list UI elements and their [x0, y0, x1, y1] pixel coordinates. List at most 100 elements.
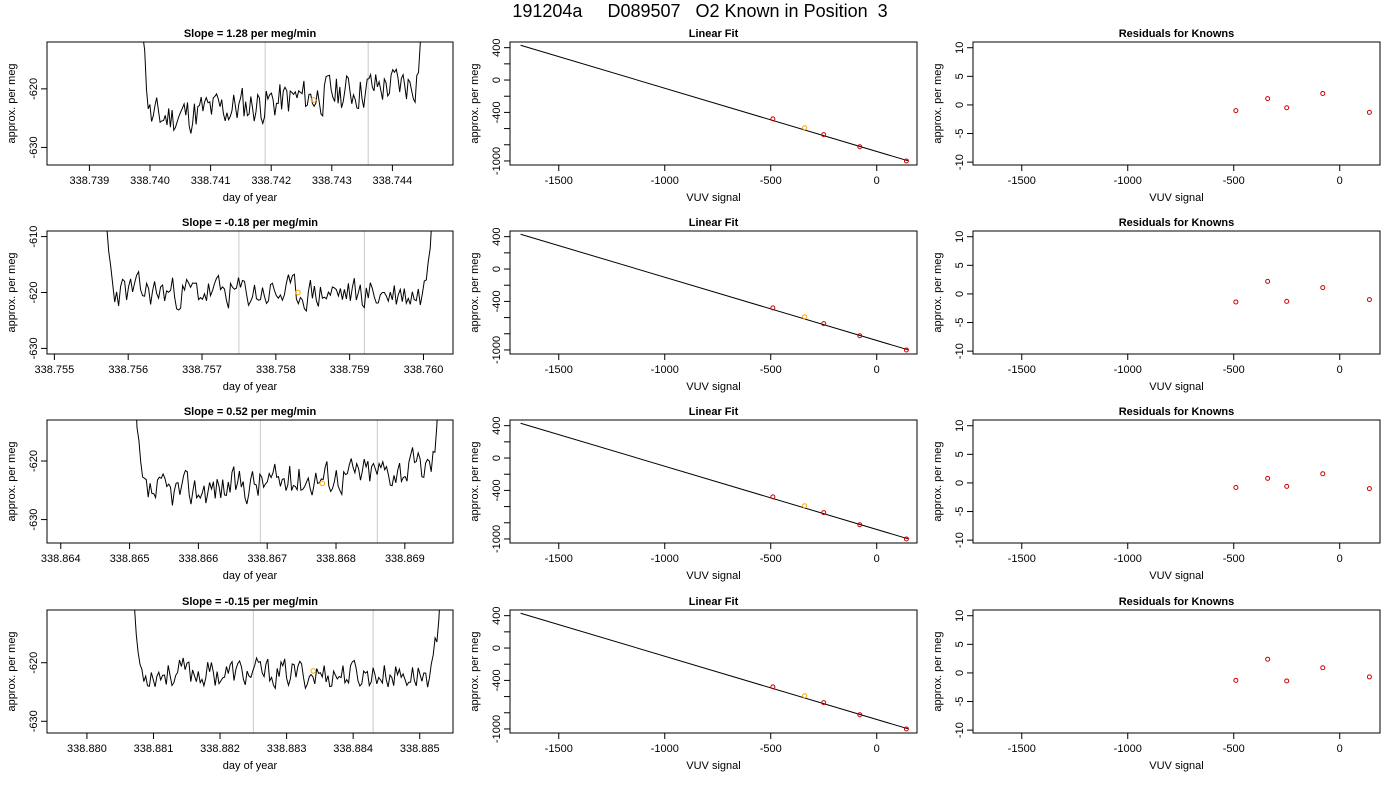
x-tick-label: 338.741: [191, 175, 231, 187]
signal-trace: [106, 231, 432, 313]
x-tick-label: 338.884: [333, 743, 373, 755]
known-point: [821, 321, 827, 327]
y-tick-label: 400: [491, 227, 503, 245]
panel-title: Slope = 1.28 per meg/min: [184, 28, 317, 40]
y-axis-label: approx. per meg: [6, 441, 18, 521]
x-tick-label: -1000: [1114, 364, 1142, 376]
y-tick-label: 10: [954, 420, 966, 432]
x-tick-label: 338.739: [70, 175, 110, 187]
x-axis-label: VUV signal: [686, 760, 740, 772]
known-point: [857, 522, 863, 528]
y-tick-label: 0: [491, 266, 503, 272]
residual-point: [1284, 298, 1290, 304]
x-tick-label: -1500: [1008, 553, 1036, 565]
y-tick-label: -620: [28, 450, 40, 472]
known-point: [770, 494, 776, 500]
x-tick-label: -1000: [1114, 175, 1142, 187]
y-axis-label: approx. per meg: [469, 441, 481, 521]
x-tick-label: 338.885: [400, 743, 440, 755]
panel-title: Linear Fit: [689, 406, 739, 418]
panel-linear-fit-4: Linear Fit -1500 -1000 -500 0 400 0 -400 -1000 VU…: [469, 596, 918, 772]
x-axis-label: VUV signal: [686, 381, 740, 393]
known-point: [857, 333, 863, 339]
x-tick-label: 338.880: [67, 743, 107, 755]
panel-title: Residuals for Knowns: [1119, 596, 1235, 608]
plot-area: [520, 233, 909, 353]
plot-area: [520, 44, 909, 164]
panel-title: Residuals for Knowns: [1119, 217, 1235, 229]
y-axis-label: approx. per meg: [932, 252, 944, 332]
y-axis-label: approx. per meg: [6, 252, 18, 332]
residual-point: [1233, 677, 1239, 683]
x-tick-label: 338.740: [130, 175, 170, 187]
y-tick-label: -10: [954, 532, 966, 548]
sample-marker: [319, 480, 326, 487]
residual-point: [1265, 475, 1271, 481]
y-tick-label: -610: [28, 226, 40, 248]
residual-point: [1233, 485, 1239, 491]
y-axis-label: approx. per meg: [469, 252, 481, 332]
panel-title: Linear Fit: [689, 217, 739, 229]
panel-title: Slope = 0.52 per meg/min: [184, 406, 317, 418]
plot-frame: [46, 230, 454, 355]
plot-frame: [46, 41, 454, 166]
plot-frame: [509, 419, 918, 544]
y-tick-label: -620: [28, 281, 40, 303]
x-tick-label: 0: [1337, 553, 1343, 565]
y-tick-label: -620: [28, 652, 40, 674]
panel-residuals-3: Residuals for Knowns -1500 -1000 -500 0 10 5 0 -…: [932, 406, 1381, 582]
plot-area: [134, 610, 440, 733]
panel-linear-fit-2: Linear Fit -1500 -1000 -500 0 400 0 -400 -1000 VU…: [469, 217, 918, 393]
y-axis-label: approx. per meg: [932, 441, 944, 521]
x-tick-label: 0: [874, 175, 880, 187]
x-axis-label: day of year: [223, 760, 278, 772]
x-tick-label: -1000: [651, 175, 679, 187]
plot-frame: [46, 609, 454, 734]
x-tick-label: 338.864: [41, 553, 81, 565]
plot-frame: [509, 41, 918, 166]
panel-title: Slope = -0.18 per meg/min: [182, 217, 318, 229]
y-tick-label: 5: [954, 262, 966, 268]
x-tick-label: 338.760: [404, 364, 444, 376]
y-tick-label: -5: [954, 129, 966, 139]
y-tick-label: 10: [954, 610, 966, 622]
y-tick-label: -400: [491, 479, 503, 501]
x-axis-label: VUV signal: [1149, 381, 1203, 393]
y-tick-label: -400: [491, 101, 503, 123]
x-axis-label: VUV signal: [1149, 570, 1203, 582]
residual-point: [1233, 108, 1239, 114]
y-axis-label: approx. per meg: [6, 631, 18, 711]
plot-frame: [46, 419, 454, 544]
y-tick-label: 400: [491, 606, 503, 624]
plot-area: [520, 612, 909, 732]
x-tick-label: -1500: [545, 553, 573, 565]
x-tick-label: 0: [874, 364, 880, 376]
known-point: [821, 132, 827, 138]
residual-point: [1233, 299, 1239, 305]
x-tick-label: -1500: [1008, 743, 1036, 755]
x-tick-label: 338.742: [251, 175, 291, 187]
y-axis-label: approx. per meg: [469, 63, 481, 143]
x-tick-label: -1000: [1114, 743, 1142, 755]
x-tick-label: 338.883: [267, 743, 307, 755]
x-tick-label: -1500: [545, 175, 573, 187]
y-tick-label: 0: [954, 670, 966, 676]
panel-title: Slope = -0.15 per meg/min: [182, 596, 318, 608]
x-tick-label: -1500: [1008, 364, 1036, 376]
x-tick-label: 0: [1337, 364, 1343, 376]
y-tick-label: 400: [491, 416, 503, 434]
x-tick-label: 338.869: [385, 553, 425, 565]
residual-point: [1366, 674, 1372, 680]
x-tick-label: 338.882: [200, 743, 240, 755]
plot-frame: [509, 230, 918, 355]
x-axis-label: day of year: [223, 570, 278, 582]
known-point: [903, 536, 909, 542]
y-tick-label: -10: [954, 722, 966, 738]
x-axis-label: VUV signal: [1149, 760, 1203, 772]
residual-point: [1265, 656, 1271, 662]
y-tick-label: 5: [954, 73, 966, 79]
x-tick-label: 0: [874, 553, 880, 565]
y-tick-label: 0: [954, 291, 966, 297]
y-tick-label: -5: [954, 697, 966, 707]
